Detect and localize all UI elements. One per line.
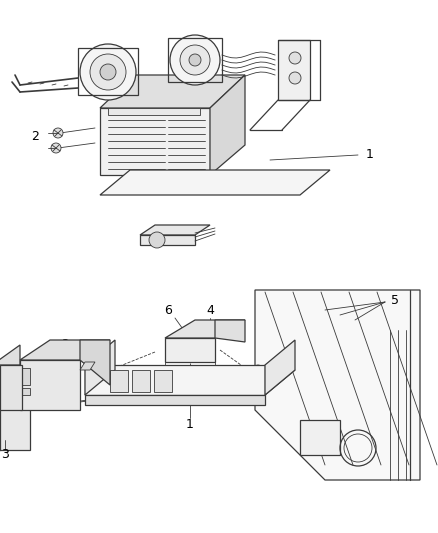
Circle shape xyxy=(149,232,165,248)
Circle shape xyxy=(80,44,136,100)
Polygon shape xyxy=(110,370,128,392)
Polygon shape xyxy=(12,368,30,385)
Text: 2: 2 xyxy=(61,399,69,411)
Circle shape xyxy=(125,372,135,382)
Circle shape xyxy=(289,72,301,84)
Polygon shape xyxy=(165,320,245,338)
Text: 6: 6 xyxy=(164,303,172,317)
Polygon shape xyxy=(154,370,172,392)
Polygon shape xyxy=(0,345,20,365)
Circle shape xyxy=(100,64,116,80)
Circle shape xyxy=(88,350,98,360)
Text: 1: 1 xyxy=(186,418,194,432)
Polygon shape xyxy=(300,420,340,455)
Circle shape xyxy=(189,54,201,66)
Circle shape xyxy=(289,52,301,64)
Polygon shape xyxy=(85,395,265,405)
Circle shape xyxy=(170,370,180,380)
Polygon shape xyxy=(215,320,245,342)
Text: 4: 4 xyxy=(206,303,214,317)
Text: 2: 2 xyxy=(31,131,39,143)
Circle shape xyxy=(51,143,61,153)
Circle shape xyxy=(180,45,210,75)
Text: 1: 1 xyxy=(366,149,374,161)
Polygon shape xyxy=(108,108,200,115)
Polygon shape xyxy=(0,365,22,410)
Circle shape xyxy=(53,128,63,138)
Polygon shape xyxy=(140,225,210,235)
Polygon shape xyxy=(20,360,80,410)
Polygon shape xyxy=(210,75,245,175)
Polygon shape xyxy=(20,340,110,360)
Polygon shape xyxy=(85,370,295,395)
Circle shape xyxy=(253,365,263,375)
Polygon shape xyxy=(132,370,150,392)
Polygon shape xyxy=(80,340,110,385)
Polygon shape xyxy=(80,362,95,370)
Text: 5: 5 xyxy=(391,294,399,306)
Polygon shape xyxy=(265,340,295,395)
Polygon shape xyxy=(255,290,420,480)
Polygon shape xyxy=(0,365,30,395)
Circle shape xyxy=(215,368,225,378)
Polygon shape xyxy=(100,75,245,108)
Circle shape xyxy=(170,35,220,85)
Polygon shape xyxy=(278,40,310,100)
Polygon shape xyxy=(100,170,330,195)
Polygon shape xyxy=(85,365,265,395)
Circle shape xyxy=(90,395,100,405)
Polygon shape xyxy=(130,175,200,185)
Text: 2: 2 xyxy=(61,338,69,351)
Text: 3: 3 xyxy=(1,448,9,462)
Polygon shape xyxy=(85,340,115,395)
Circle shape xyxy=(90,54,126,90)
Polygon shape xyxy=(12,388,30,395)
Polygon shape xyxy=(100,108,210,175)
Polygon shape xyxy=(0,395,30,450)
Polygon shape xyxy=(165,338,215,362)
Polygon shape xyxy=(140,235,195,245)
